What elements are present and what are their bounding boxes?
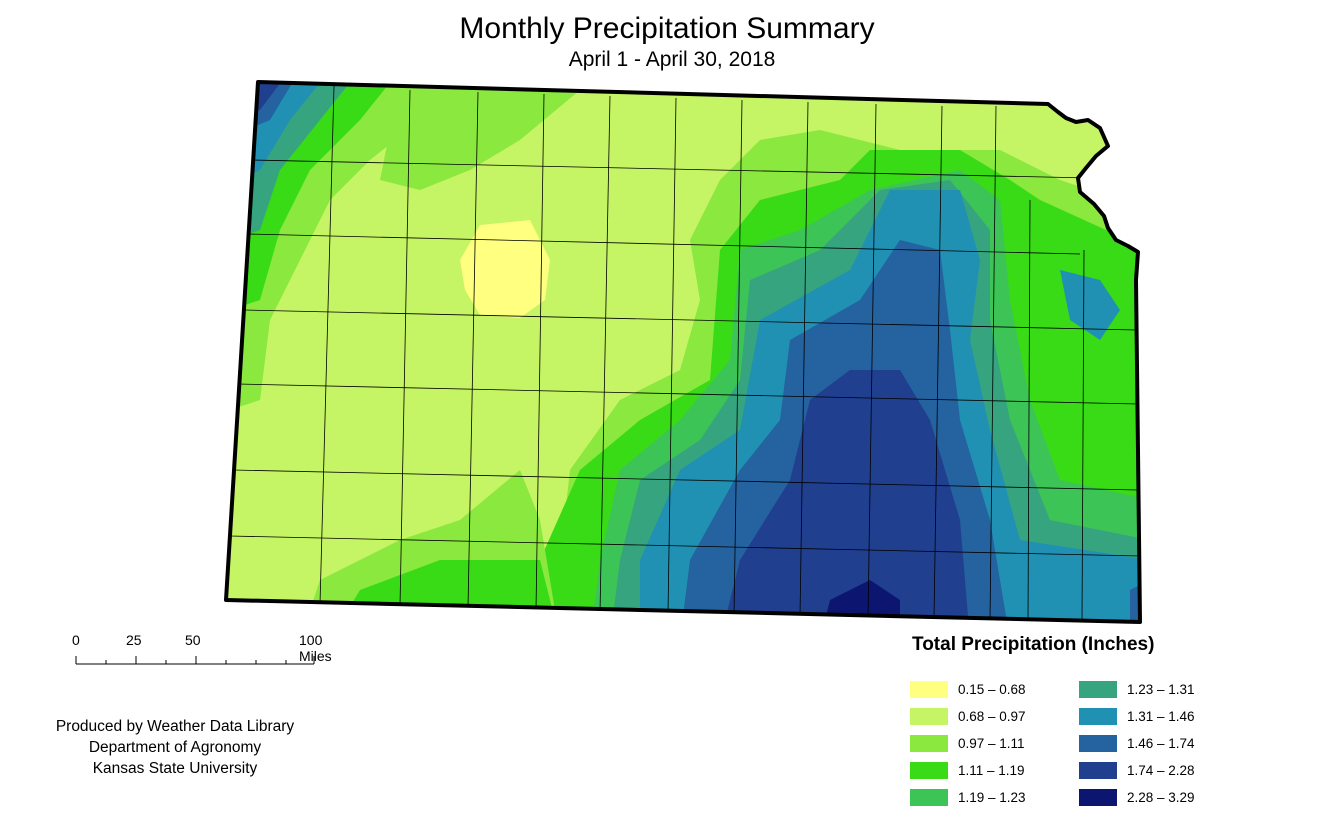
scale-label-0: 0 <box>72 632 80 648</box>
precipitation-zones <box>226 82 1140 622</box>
legend-range: 1.31 – 1.46 <box>1127 709 1195 724</box>
legend-item: 1.46 – 1.74 <box>1079 730 1195 757</box>
map-title: Monthly Precipitation Summary <box>459 12 875 45</box>
credit-line-3: Kansas State University <box>92 760 258 777</box>
legend-swatch <box>910 735 948 752</box>
legend-range: 1.23 – 1.31 <box>1127 682 1195 697</box>
legend-item: 1.74 – 2.28 <box>1079 757 1195 784</box>
legend-swatch <box>1079 681 1117 698</box>
legend-swatch <box>1079 789 1117 806</box>
map-subtitle: April 1 - April 30, 2018 <box>568 48 776 71</box>
legend-swatch <box>910 789 948 806</box>
credits: Produced by Weather Data Library Departm… <box>30 716 320 779</box>
legend-swatch <box>910 681 948 698</box>
legend-swatch <box>910 762 948 779</box>
county-boundaries <box>229 85 1140 621</box>
legend-column-2: 1.23 – 1.31 1.31 – 1.46 1.46 – 1.74 1.74… <box>1079 676 1195 811</box>
legend-range: 1.11 – 1.19 <box>958 763 1025 778</box>
legend-item: 1.19 – 1.23 <box>910 784 1026 811</box>
legend-range: 0.15 – 0.68 <box>958 682 1026 697</box>
legend-range: 0.97 – 1.11 <box>958 736 1025 751</box>
scale-label-25: 25 <box>126 632 142 648</box>
legend-title: Total Precipitation (Inches) <box>912 634 1155 655</box>
legend-item: 0.68 – 0.97 <box>910 703 1026 730</box>
scale-ticks <box>75 656 315 665</box>
legend-swatch <box>1079 735 1117 752</box>
legend-range: 0.68 – 0.97 <box>958 709 1026 724</box>
legend-range: 1.46 – 1.74 <box>1127 736 1195 751</box>
legend-item: 0.15 – 0.68 <box>910 676 1026 703</box>
legend-range: 2.28 – 3.29 <box>1127 790 1195 805</box>
legend-range: 1.19 – 1.23 <box>958 790 1026 805</box>
scale-bar: 0 25 50 100 Miles <box>68 632 332 672</box>
legend-item: 1.23 – 1.31 <box>1079 676 1195 703</box>
legend-range: 1.74 – 2.28 <box>1127 763 1195 778</box>
scale-label-50: 50 <box>185 632 201 648</box>
legend-item: 0.97 – 1.11 <box>910 730 1026 757</box>
legend-swatch <box>1079 708 1117 725</box>
legend-column-1: 0.15 – 0.68 0.68 – 0.97 0.97 – 1.11 1.11… <box>910 676 1026 811</box>
legend-swatch <box>1079 762 1117 779</box>
legend-item: 1.31 – 1.46 <box>1079 703 1195 730</box>
legend-item: 2.28 – 3.29 <box>1079 784 1195 811</box>
legend-swatch <box>910 708 948 725</box>
legend-item: 1.11 – 1.19 <box>910 757 1026 784</box>
credit-line-2: Department of Agronomy <box>88 739 262 756</box>
credit-line-1: Produced by Weather Data Library <box>55 718 295 735</box>
scale-label-100: 100 Miles <box>299 632 332 664</box>
